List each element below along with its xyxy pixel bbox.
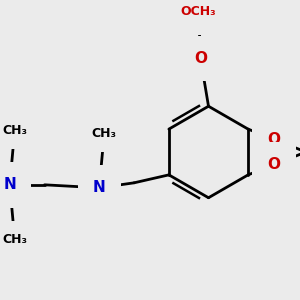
Text: O: O — [268, 157, 281, 172]
Text: CH₃: CH₃ — [2, 124, 27, 136]
Text: CH₃: CH₃ — [2, 233, 27, 246]
Text: O: O — [268, 132, 281, 147]
Text: N: N — [3, 177, 16, 192]
Text: OCH₃: OCH₃ — [181, 5, 216, 18]
Text: O: O — [194, 51, 207, 66]
Text: N: N — [93, 180, 106, 195]
Text: CH₃: CH₃ — [92, 127, 117, 140]
Text: O: O — [192, 4, 205, 19]
